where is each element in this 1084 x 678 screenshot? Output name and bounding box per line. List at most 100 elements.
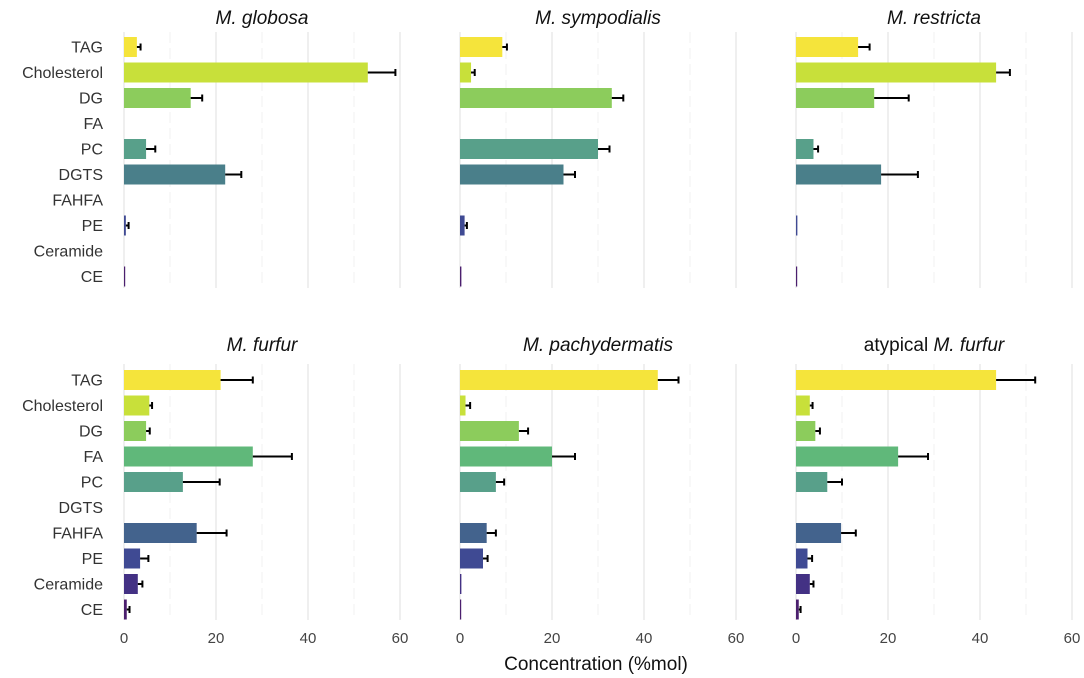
x-tick-label: 40 [300,630,317,647]
x-tick-label: 0 [120,630,128,647]
category-label: TAG [71,40,103,57]
bar-pc [460,139,598,159]
bar-fa [124,446,253,467]
facet-panel: M. pachydermatis 0 20 40 60 [456,335,745,647]
category-label: Ceramide [34,577,103,594]
x-tick-label: 20 [544,630,561,647]
bar-pe [124,215,126,236]
panel-title-species: M. furfur [227,335,298,356]
panel-title: M. globosa [216,8,309,29]
bar-ce [460,266,462,287]
bar-pc [796,472,828,492]
category-label: CE [81,269,103,286]
category-label: Cholesterol [22,65,103,82]
category-label: FAHFA [52,526,103,543]
bar-tag [796,370,997,390]
bar-tag [796,37,859,57]
facet-panel: M. globosa TAG Cholesterol DG FA PC DGTS FAHFA P… [22,8,401,288]
bar-fa [796,446,899,467]
category-label: DG [79,91,103,108]
x-tick-label: 60 [392,630,409,647]
bar-ceramide [124,574,138,594]
facet-panel: atypical M. furfur 0 20 40 60 [792,335,1081,647]
category-label: FA [83,116,103,133]
category-label: Ceramide [34,244,103,261]
bar-dg [796,421,816,441]
category-label: PC [81,475,103,492]
bar-pe [460,548,483,569]
x-tick-label: 0 [456,630,464,647]
category-label: TAG [71,373,103,390]
category-label: FA [83,449,103,466]
bar-dg [796,88,875,108]
bar-fahfa [796,523,842,543]
bar-pc [124,139,147,159]
bar-dgts [796,164,882,185]
bar-pe [796,215,798,236]
bar-pe [796,548,808,569]
bar-cholesterol [460,395,466,416]
x-tick-label: 60 [1064,630,1081,647]
category-label: PE [82,551,103,568]
x-axis-title: Concentration (%mol) [504,654,688,675]
category-label: DGTS [59,167,103,184]
bar-dgts [124,164,226,185]
bar-cholesterol [124,395,150,416]
bar-dg [124,421,147,441]
bar-ceramide [796,574,810,594]
x-tick-label: 40 [636,630,653,647]
bar-tag [460,370,658,390]
bar-ce [796,599,799,620]
bar-ceramide [460,574,462,594]
category-label: PE [82,218,103,235]
panel-title: M. pachydermatis [523,335,673,356]
panel-title-species: M. globosa [216,8,309,29]
bar-pc [460,472,496,492]
x-tick-label: 20 [208,630,225,647]
x-tick-label: 0 [792,630,800,647]
facet-panel: M. sympodialis [459,8,737,288]
bar-dgts [460,164,564,185]
bar-dg [460,421,519,441]
bar-ce [124,266,126,287]
x-tick-label: 40 [972,630,989,647]
x-tick-label: 20 [880,630,897,647]
facet-panel: M. furfur TAG Cholesterol DG FA PC DGTS FAHFA PE… [22,335,408,647]
bar-tag [124,370,221,390]
panel-title-species: M. furfur [933,335,1004,356]
bar-cholesterol [124,62,368,83]
panel-title: atypical M. furfur [864,335,1005,356]
category-label: Cholesterol [22,398,103,415]
panel-title: M. furfur [227,335,298,356]
panel-title: M. sympodialis [535,8,661,29]
bar-ce [124,599,127,620]
bar-tag [124,37,137,57]
bar-ce [460,599,462,620]
panel-title-species: M. pachydermatis [523,335,673,356]
category-label: DGTS [59,500,103,517]
category-label: PC [81,142,103,159]
category-label: DG [79,424,103,441]
bar-dg [460,88,612,108]
panel-title-species: M. restricta [887,8,981,29]
bar-pe [460,215,465,236]
bar-fahfa [460,523,487,543]
bar-cholesterol [796,62,997,83]
x-tick-label: 60 [728,630,745,647]
bar-pc [124,472,183,492]
bar-fa [460,446,552,467]
bar-ce [796,266,798,287]
category-label: CE [81,602,103,619]
bar-pc [796,139,814,159]
bar-dg [124,88,191,108]
bar-cholesterol [796,395,810,416]
bar-fahfa [124,523,197,543]
bar-cholesterol [460,62,472,83]
category-label: FAHFA [52,193,103,210]
facet-panel: M. restricta [795,8,1073,288]
bar-tag [460,37,503,57]
panel-title-prefix: atypical [864,335,934,356]
panel-title-species: M. sympodialis [535,8,661,29]
panel-title: M. restricta [887,8,981,29]
